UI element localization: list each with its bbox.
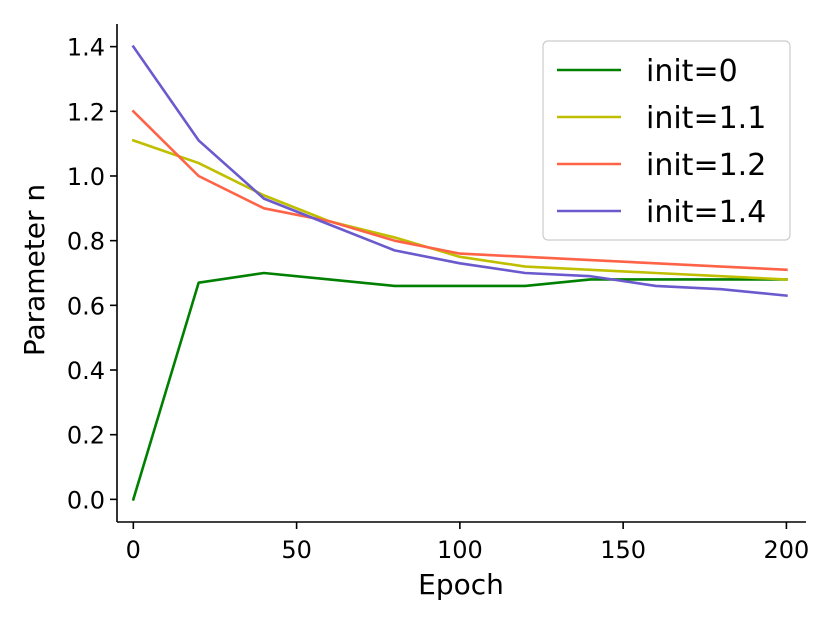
series-line-init-1-4 bbox=[131, 44, 788, 298]
series-line-init-1-2 bbox=[131, 109, 788, 272]
y-tick-label: 1.0 bbox=[67, 163, 105, 191]
series-line-init-0 bbox=[131, 271, 788, 501]
legend-label: init=0 bbox=[646, 54, 738, 89]
x-tick-label: 50 bbox=[281, 536, 312, 564]
y-tick-label: 0.2 bbox=[67, 422, 105, 450]
series-line-init-1-1 bbox=[131, 138, 788, 281]
y-tick-label: 0.8 bbox=[67, 228, 105, 256]
y-tick-label: 1.4 bbox=[67, 34, 105, 62]
axes: 0 50 100 150 200 0.0 0.2 0.4 0.6 0.8 1.0 1.2 1.4 bbox=[67, 24, 809, 564]
y-tick-label: 0.6 bbox=[67, 292, 105, 320]
x-tick-label: 0 bbox=[126, 536, 141, 564]
x-tick-label: 200 bbox=[764, 536, 810, 564]
legend-box bbox=[542, 40, 791, 241]
legend: init=0 init=1.1 init=1.2 init=1.4 bbox=[542, 40, 791, 241]
legend-label: init=1.1 bbox=[646, 101, 766, 136]
series-lines bbox=[131, 44, 788, 501]
x-tick-label: 150 bbox=[600, 536, 646, 564]
y-tick-label: 1.2 bbox=[67, 98, 105, 126]
x-axis-label: Epoch bbox=[418, 568, 504, 601]
legend-label: init=1.2 bbox=[646, 148, 766, 183]
legend-label: init=1.4 bbox=[646, 195, 766, 230]
y-axis-label: Parameter n bbox=[18, 184, 51, 356]
x-tick-label: 100 bbox=[437, 536, 483, 564]
y-tick-label: 0.0 bbox=[67, 486, 105, 514]
y-tick-label: 0.4 bbox=[67, 357, 105, 385]
